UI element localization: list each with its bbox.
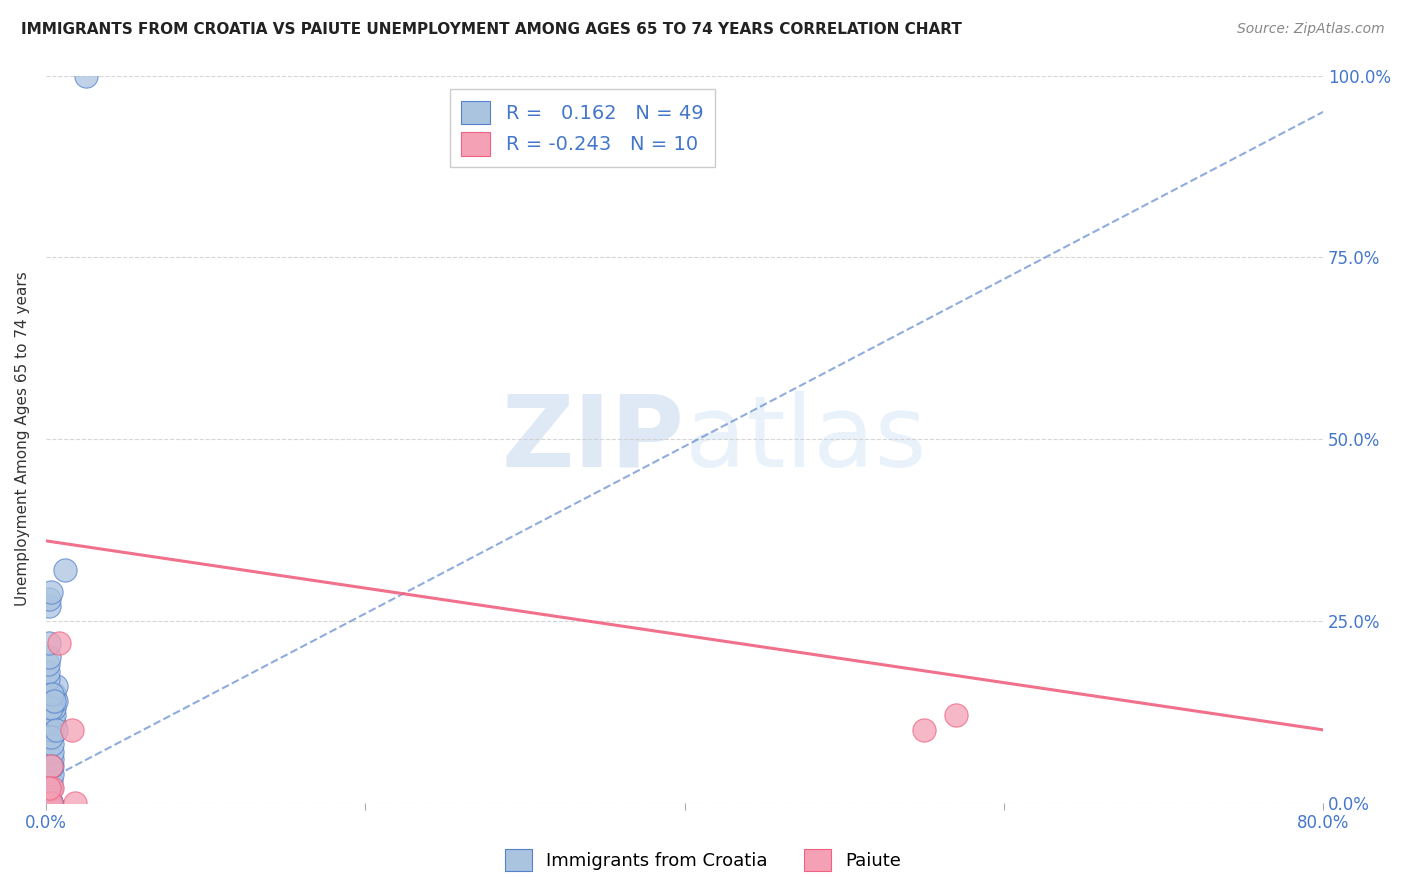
Point — [38, 780, 60, 795]
Point — [41, 766, 63, 780]
Point — [945, 708, 967, 723]
Point — [63, 796, 86, 810]
Point — [39, 796, 62, 810]
Point — [60, 723, 83, 737]
Point — [45, 679, 67, 693]
Point — [38, 796, 60, 810]
Point — [41, 752, 63, 766]
Point — [41, 780, 63, 795]
Point — [39, 773, 62, 788]
Legend: R =   0.162   N = 49, R = -0.243   N = 10: R = 0.162 N = 49, R = -0.243 N = 10 — [450, 89, 716, 168]
Text: ZIP: ZIP — [502, 391, 685, 488]
Point — [38, 796, 60, 810]
Point — [38, 796, 60, 810]
Point — [39, 796, 62, 810]
Point — [38, 796, 60, 810]
Point — [38, 796, 60, 810]
Point — [39, 796, 62, 810]
Point — [38, 796, 60, 810]
Point — [45, 694, 67, 708]
Point — [912, 723, 935, 737]
Point — [39, 759, 62, 773]
Point — [42, 715, 65, 730]
Point — [39, 796, 62, 810]
Point — [39, 796, 62, 810]
Point — [39, 759, 62, 773]
Point — [39, 796, 62, 810]
Point — [39, 796, 62, 810]
Point — [38, 650, 60, 665]
Text: Source: ZipAtlas.com: Source: ZipAtlas.com — [1237, 22, 1385, 37]
Point — [37, 657, 59, 672]
Y-axis label: Unemployment Among Ages 65 to 74 years: Unemployment Among Ages 65 to 74 years — [15, 272, 30, 607]
Point — [39, 780, 62, 795]
Point — [38, 796, 60, 810]
Point — [38, 599, 60, 614]
Legend: Immigrants from Croatia, Paiute: Immigrants from Croatia, Paiute — [498, 842, 908, 879]
Point — [38, 635, 60, 649]
Point — [39, 701, 62, 715]
Point — [37, 672, 59, 686]
Point — [42, 708, 65, 723]
Point — [38, 796, 60, 810]
Point — [39, 796, 62, 810]
Text: IMMIGRANTS FROM CROATIA VS PAIUTE UNEMPLOYMENT AMONG AGES 65 TO 74 YEARS CORRELA: IMMIGRANTS FROM CROATIA VS PAIUTE UNEMPL… — [21, 22, 962, 37]
Point — [39, 796, 62, 810]
Point — [38, 796, 60, 810]
Point — [38, 592, 60, 607]
Point — [75, 69, 97, 83]
Point — [39, 796, 62, 810]
Point — [41, 738, 63, 752]
Point — [41, 687, 63, 701]
Point — [37, 796, 59, 810]
Point — [37, 665, 59, 679]
Point — [48, 635, 70, 649]
Point — [41, 745, 63, 759]
Point — [39, 584, 62, 599]
Point — [39, 730, 62, 744]
Point — [38, 796, 60, 810]
Point — [42, 687, 65, 701]
Point — [42, 694, 65, 708]
Point — [53, 563, 76, 577]
Text: atlas: atlas — [685, 391, 927, 488]
Point — [41, 723, 63, 737]
Point — [45, 723, 67, 737]
Point — [41, 759, 63, 773]
Point — [42, 701, 65, 715]
